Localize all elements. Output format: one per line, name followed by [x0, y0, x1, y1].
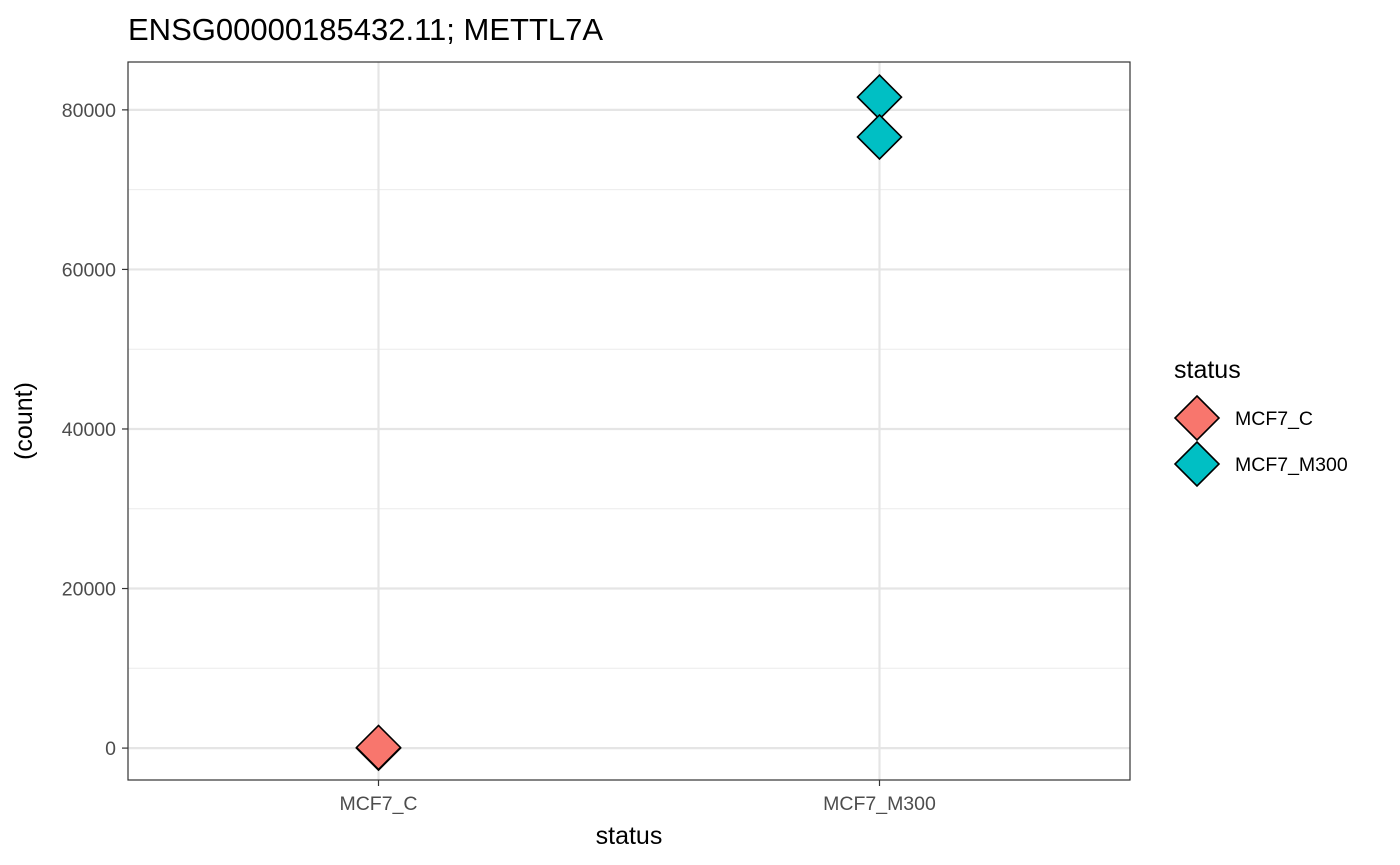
data-point [355, 724, 402, 771]
chart-title: ENSG00000185432.11; METTL7A [128, 12, 603, 47]
x-axis: MCF7_C MCF7_M300 [339, 780, 936, 815]
y-tick-label: 40000 [62, 419, 116, 441]
y-tick-label: 80000 [62, 100, 116, 122]
data-point [856, 73, 903, 121]
legend-key [1173, 394, 1221, 442]
y-axis-title: (count) [10, 382, 38, 460]
legend-label: MCF7_C [1235, 408, 1313, 430]
y-tick-label: 0 [105, 738, 116, 760]
plot-panel-border [127, 61, 1131, 781]
x-tick-label: MCF7_C [339, 793, 417, 815]
data-point [856, 113, 903, 161]
legend-label: MCF7_M300 [1235, 454, 1348, 476]
y-axis: 0 20000 40000 60000 80000 [62, 100, 128, 760]
legend-key [1173, 440, 1221, 488]
x-tick-label: MCF7_M300 [823, 793, 936, 815]
data-points [355, 73, 903, 772]
legend-title: status [1174, 356, 1241, 384]
x-axis-title: status [596, 822, 663, 850]
y-tick-label: 60000 [62, 259, 116, 281]
y-tick-label: 20000 [62, 579, 116, 601]
grid-lines [128, 62, 1130, 780]
legend: status MCF7_C MCF7_M300 [1173, 356, 1348, 488]
